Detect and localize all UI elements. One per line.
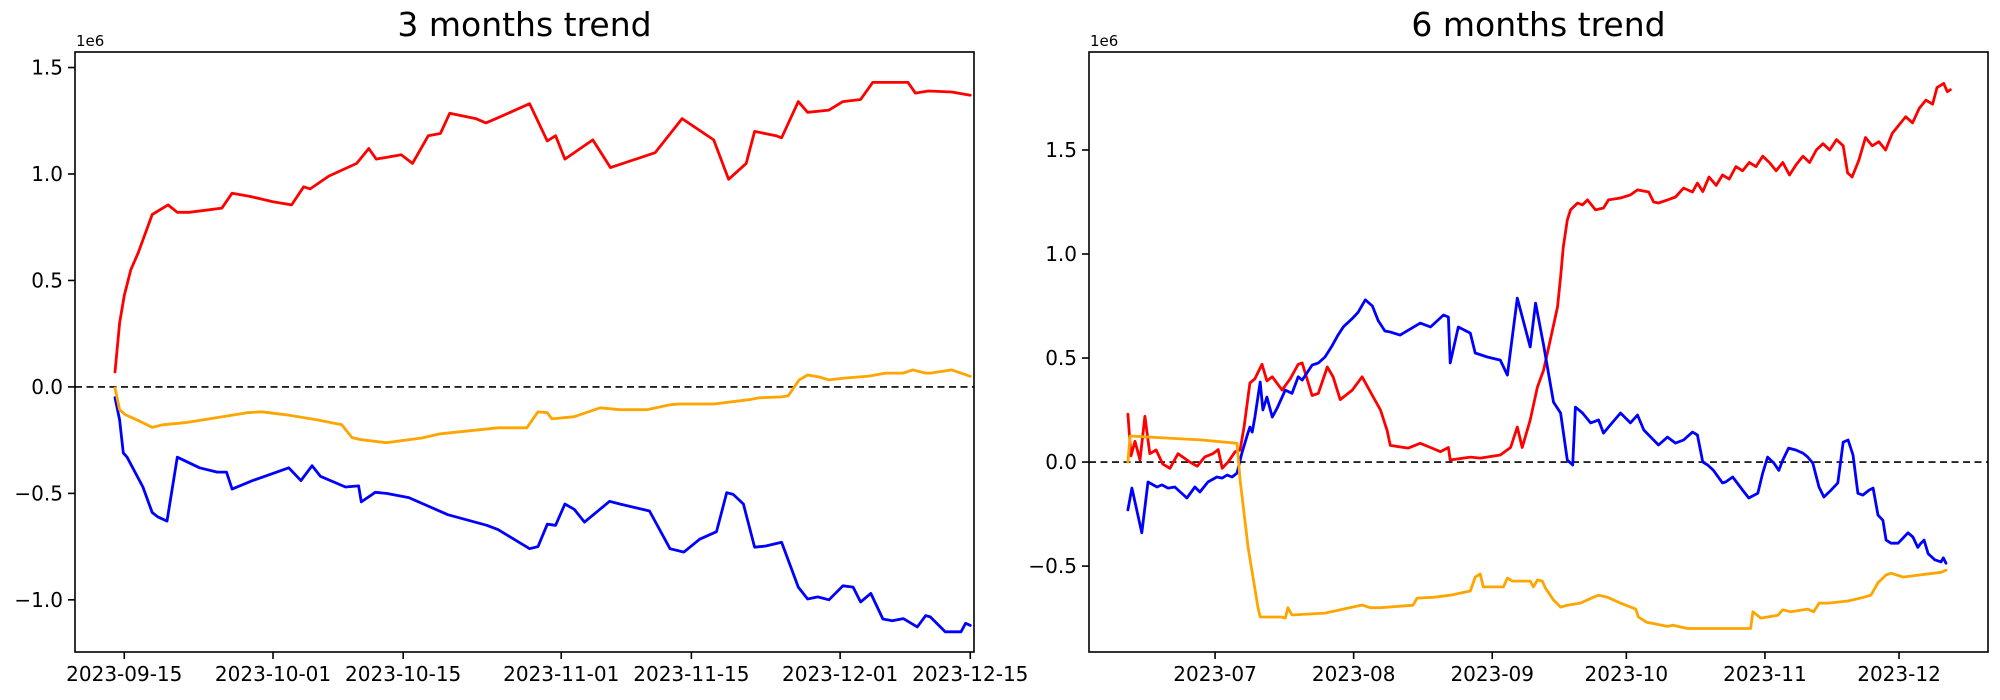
y-tick-label: 1.0	[31, 162, 63, 186]
x-tick-label: 2023-11	[1723, 662, 1807, 686]
series-orange-line	[113, 368, 972, 445]
series-red-line	[113, 81, 972, 374]
x-tick-label: 2023-07	[1173, 662, 1257, 686]
x-tick-label: 2023-10-15	[345, 662, 461, 686]
y-tick-label: 0.0	[1045, 450, 1077, 474]
series-blue-line	[113, 396, 972, 634]
x-tick-label: 2023-12	[1857, 662, 1941, 686]
plot-spines	[1088, 51, 1989, 653]
x-tick-label: 2023-10	[1585, 662, 1669, 686]
x-tick-label: 2023-09	[1450, 662, 1534, 686]
x-tick-label: 2023-12-01	[782, 662, 898, 686]
x-tick-label: 2023-12-15	[912, 662, 1028, 686]
y-tick-label: −0.5	[1028, 554, 1077, 578]
y-tick-label: 0.5	[1045, 346, 1077, 370]
y-tick-label: 1.5	[31, 56, 63, 80]
y-tick-label: −1.0	[14, 588, 63, 612]
chart-title-3-months-trend: 3 months trend	[397, 5, 652, 44]
y-tick-label: 1.5	[1045, 138, 1077, 162]
y-axis-offset-label: 1e6	[76, 32, 104, 50]
x-tick-label: 2023-11-01	[503, 662, 619, 686]
y-tick-label: −0.5	[14, 481, 63, 505]
y-tick-label: 0.5	[31, 268, 63, 292]
x-tick-label: 2023-11-15	[633, 662, 749, 686]
y-tick-label: 1.0	[1045, 242, 1077, 266]
series-blue-line	[1126, 296, 1948, 565]
y-tick-label: 0.0	[31, 375, 63, 399]
chart-0-area: 1.5 1.0 0.5 0.0 −0.5 −1.0 2023-09-15 2023-10-01…	[14, 32, 1028, 686]
x-tick-label: 2023-10-01	[215, 662, 331, 686]
series-red-line	[1126, 82, 1952, 470]
plot-spines	[74, 51, 975, 653]
chart-title-6-months-trend: 6 months trend	[1411, 5, 1666, 44]
series-orange-line	[1126, 434, 1948, 630]
chart-1-area: 1.5 1.0 0.5 0.0 −0.5 2023-07 2023-08 2023-09 202…	[1028, 32, 1989, 686]
x-tick-label: 2023-09-15	[66, 662, 182, 686]
y-axis-offset-label: 1e6	[1090, 32, 1118, 50]
x-tick-label: 2023-08	[1312, 662, 1396, 686]
